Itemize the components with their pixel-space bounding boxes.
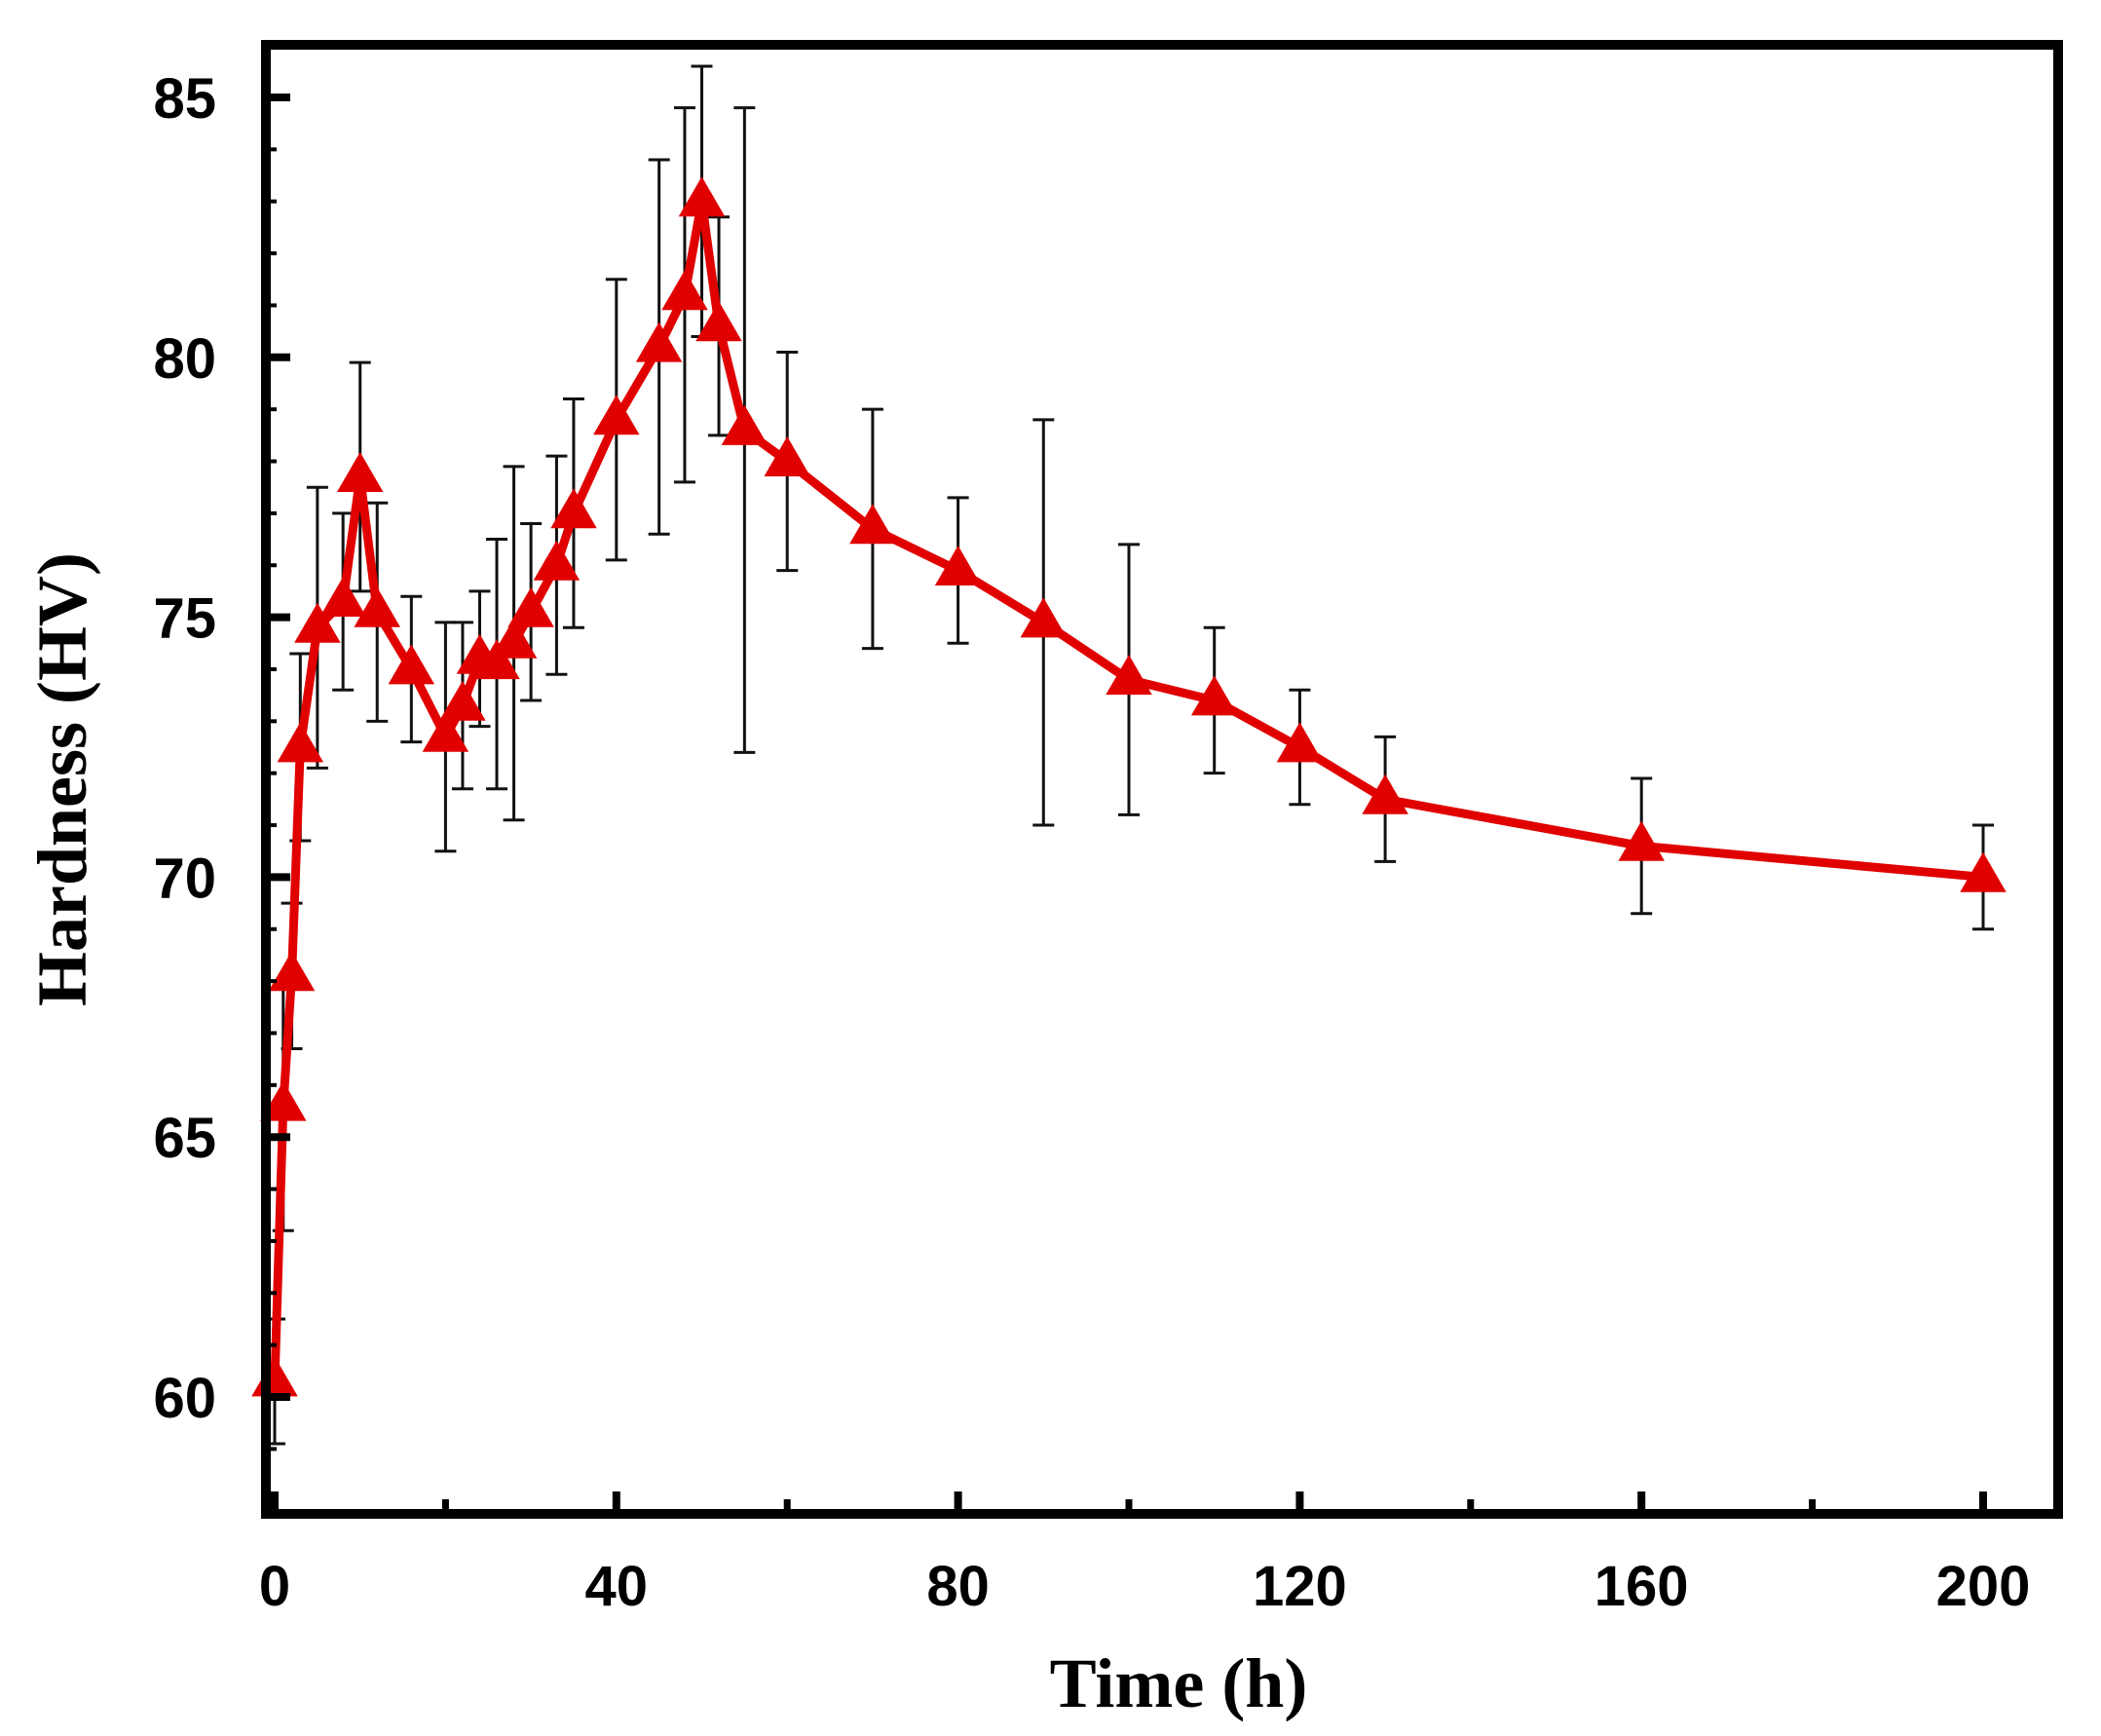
data-point-marker [550,488,597,529]
y-tick-label: 85 [153,67,216,131]
data-point-marker [934,546,982,585]
data-point-marker [260,1080,307,1121]
plot-frame [261,40,2063,1519]
y-tick-label: 65 [153,1107,216,1170]
x-tick-labels: 0 40 80 120 160 200 [259,1555,2031,1618]
y-tick-label: 60 [153,1367,216,1430]
x-tick-label: 0 [259,1555,290,1618]
y-tick-label: 80 [153,327,216,391]
data-point-marker [473,639,520,680]
x-tick-label: 80 [926,1555,990,1618]
x-tick-label: 120 [1253,1555,1347,1618]
data-point-marker [336,452,384,492]
data-point-marker [422,711,469,752]
data-point-marker [1190,675,1238,716]
data-point-marker [507,586,554,627]
data-point-marker [354,586,400,627]
data-point-marker [678,176,726,217]
data-point-marker [319,577,366,617]
data-point-marker [1618,820,1665,861]
x-tick-label: 200 [1936,1555,2031,1618]
error-bars [264,64,1994,1446]
data-markers [251,176,2007,1397]
data-point-marker [1276,722,1324,763]
data-point-marker [268,951,316,992]
data-point-marker [1960,851,2007,892]
x-axis-title: Time (h) [1050,1644,1308,1722]
y-axis-title: Hardness (HV) [23,552,101,1006]
data-point-marker [1362,774,1408,814]
data-point-marker [439,680,486,721]
data-point-marker [533,540,581,581]
y-tick-label: 70 [153,847,216,910]
y-tick-label: 75 [153,587,216,651]
axis-ticks [271,94,1987,1509]
data-point-marker [661,270,708,311]
x-tick-label: 40 [585,1555,649,1618]
data-point-marker [277,722,324,763]
data-point-marker [764,436,810,476]
x-tick-label: 160 [1595,1555,1689,1618]
data-point-marker [695,301,742,342]
data-point-marker [1020,597,1068,638]
data-point-marker [849,504,896,545]
data-point-marker [490,618,538,659]
data-point-marker [388,644,435,685]
data-point-marker [251,1356,298,1397]
data-point-marker [1106,655,1152,696]
data-point-marker [721,404,769,445]
data-point-marker [635,321,683,362]
data-point-marker [294,602,341,643]
data-point-marker [593,395,640,435]
y-tick-labels: 60 65 70 75 80 85 [153,67,216,1430]
